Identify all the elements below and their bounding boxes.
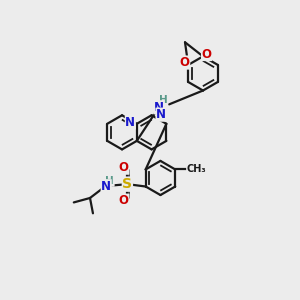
Text: N: N	[156, 108, 166, 121]
Text: O: O	[180, 56, 190, 69]
Text: O: O	[119, 161, 129, 174]
Text: S: S	[122, 177, 132, 191]
Text: H: H	[105, 176, 114, 186]
Text: N: N	[101, 180, 111, 193]
Text: O: O	[119, 194, 129, 207]
Text: H: H	[159, 95, 168, 105]
Text: N: N	[125, 116, 135, 129]
Text: CH₃: CH₃	[187, 164, 206, 174]
Text: N: N	[154, 101, 164, 114]
Text: O: O	[202, 47, 212, 61]
